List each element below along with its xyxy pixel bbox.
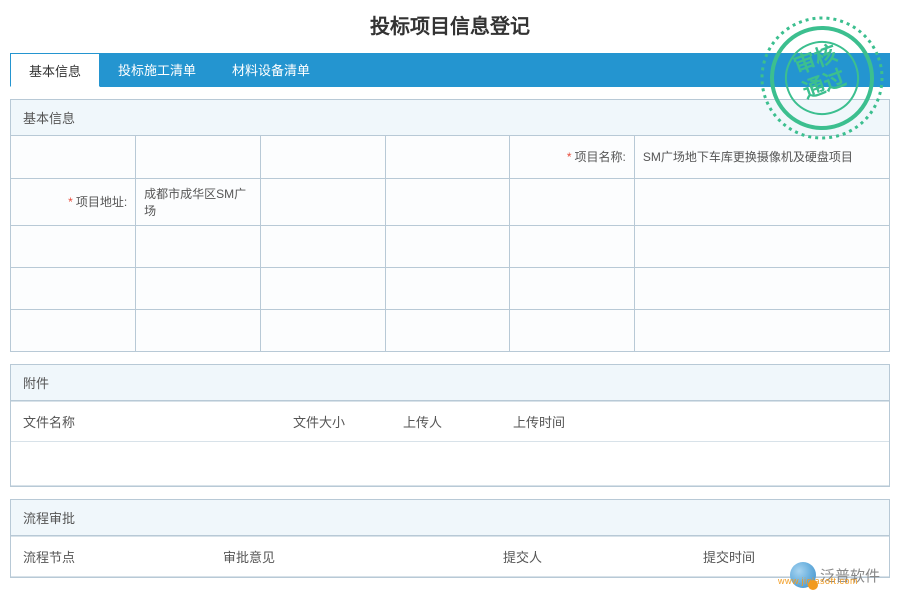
table-row xyxy=(11,309,889,351)
table-row: *项目地址: 成都市成华区SM广场 xyxy=(11,178,889,225)
project-address-label: *项目地址: xyxy=(11,178,136,225)
table-row: 文件名称 文件大小 上传人 上传时间 xyxy=(11,402,889,442)
table-row xyxy=(11,267,889,309)
col-opinion: 审批意见 xyxy=(211,537,491,577)
table-row xyxy=(11,442,889,486)
tab-material-list[interactable]: 材料设备清单 xyxy=(214,53,328,86)
required-asterisk-icon: * xyxy=(567,150,572,164)
project-name-label: *项目名称: xyxy=(510,136,635,178)
table-row: *项目名称: SM广场地下车库更换摄像机及硬盘项目 xyxy=(11,136,889,178)
attachments-section: 附件 文件名称 文件大小 上传人 上传时间 xyxy=(10,364,890,487)
col-uploader: 上传人 xyxy=(391,402,501,442)
table-row: 流程节点 审批意见 提交人 提交时间 xyxy=(11,537,889,577)
col-file-name: 文件名称 xyxy=(11,402,281,442)
attachments-table: 文件名称 文件大小 上传人 上传时间 xyxy=(11,401,889,486)
attachments-header: 附件 xyxy=(11,365,889,401)
col-file-size: 文件大小 xyxy=(281,402,391,442)
required-asterisk-icon: * xyxy=(68,195,73,209)
project-name-value: SM广场地下车库更换摄像机及硬盘项目 xyxy=(634,136,889,178)
page-title: 投标项目信息登记 xyxy=(0,0,900,53)
table-row xyxy=(11,225,889,267)
basic-info-table: *项目名称: SM广场地下车库更换摄像机及硬盘项目 *项目地址: 成都市成华区S… xyxy=(11,136,889,351)
approval-section: 流程审批 流程节点 审批意见 提交人 提交时间 xyxy=(10,499,890,578)
project-address-value: 成都市成华区SM广场 xyxy=(136,178,261,225)
tab-basic-info[interactable]: 基本信息 xyxy=(10,53,100,87)
col-upload-time: 上传时间 xyxy=(501,402,641,442)
tab-bar: 基本信息 投标施工清单 材料设备清单 xyxy=(10,53,890,87)
approval-header: 流程审批 xyxy=(11,500,889,536)
col-submit-time: 提交时间 xyxy=(691,537,889,577)
col-submitter: 提交人 xyxy=(491,537,691,577)
tab-construction-list[interactable]: 投标施工清单 xyxy=(100,53,214,86)
approval-table: 流程节点 审批意见 提交人 提交时间 xyxy=(11,536,889,577)
col-process-node: 流程节点 xyxy=(11,537,211,577)
basic-info-section: 基本信息 *项目名称: SM广场地下车库更换摄像机及硬盘项目 *项目地址: 成都… xyxy=(10,99,890,352)
col-spacer xyxy=(641,402,889,442)
basic-info-header: 基本信息 xyxy=(11,100,889,136)
